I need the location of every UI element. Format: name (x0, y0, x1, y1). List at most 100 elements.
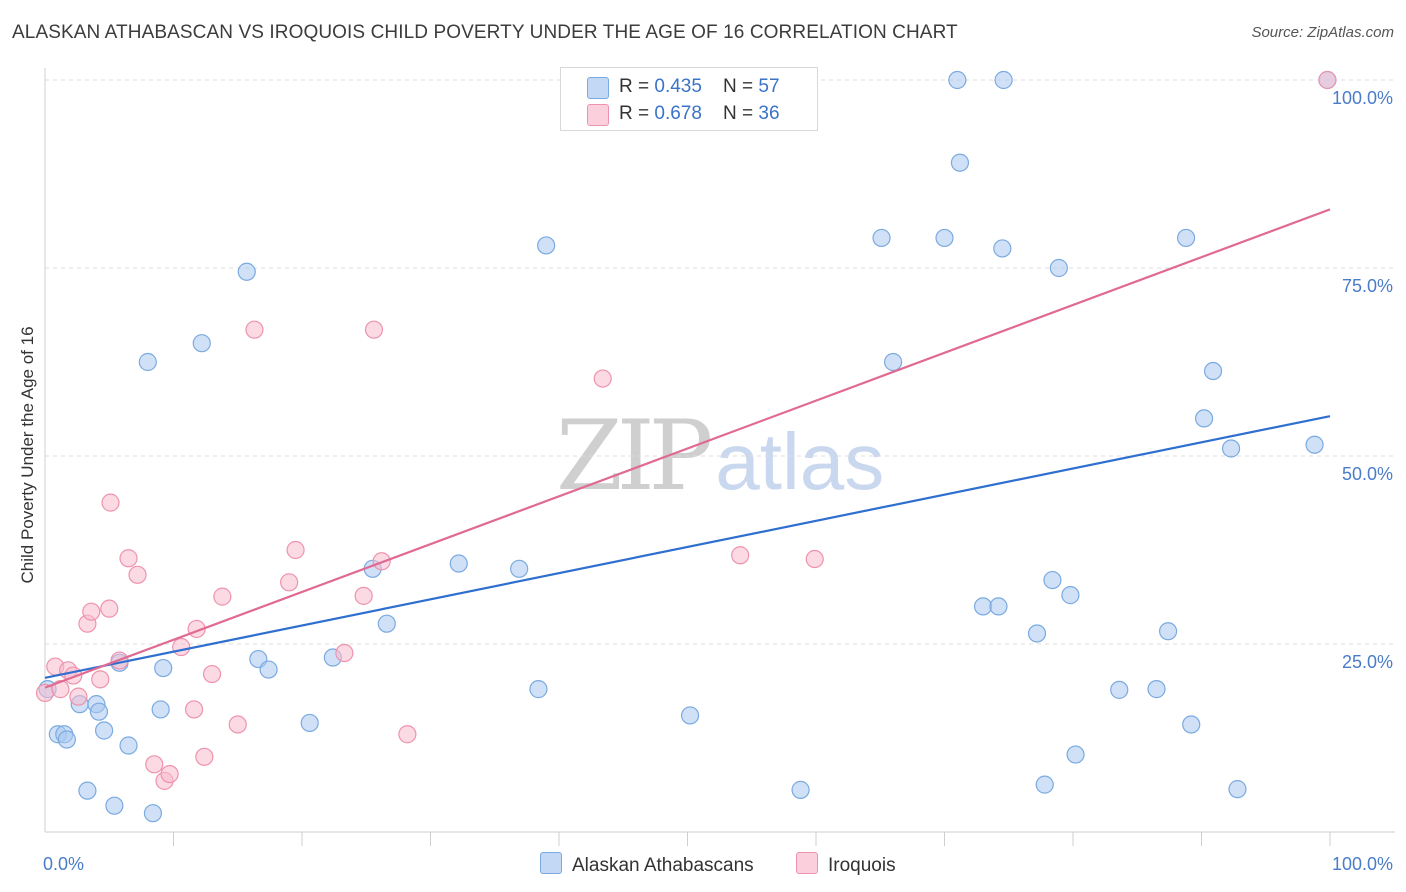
athabascan-point (872, 228, 891, 248)
athabascan-point (1027, 624, 1047, 643)
athabascan-point (78, 781, 97, 800)
athabascan-point (192, 334, 211, 353)
legend-bottom-swatch-athabascan (540, 852, 562, 874)
legend-r-label: R = (619, 103, 655, 124)
x-tick-label: 100.0% (1332, 854, 1393, 874)
athabascan-point (680, 706, 700, 725)
athabascan-point (1049, 258, 1068, 278)
legend-n-label: N = (723, 103, 759, 124)
athabascan-point (948, 70, 967, 90)
athabascan-point (143, 804, 163, 823)
athabascan-point (1194, 409, 1214, 428)
athabascan-point (300, 713, 319, 733)
legend-r-label: R = (619, 76, 655, 97)
iroquois-point (101, 493, 120, 512)
athabascan-point (138, 352, 157, 372)
legend-n-label: N = (723, 76, 759, 97)
chart-title: ALASKAN ATHABASCAN VS IROQUOIS CHILD POV… (12, 22, 958, 43)
athabascan-point (1110, 680, 1129, 699)
athabascan-point (950, 153, 970, 172)
x-tick-label: 0.0% (43, 854, 84, 874)
athabascan-point (1176, 228, 1196, 248)
athabascan-point (993, 239, 1012, 258)
y-tick-label: 100.0% (1332, 88, 1393, 108)
iroquois-point (245, 320, 264, 339)
athabascan-point (1035, 775, 1054, 794)
iroquois-point (228, 715, 247, 734)
legend-n-value: 57 (758, 76, 780, 97)
athabascan-point (377, 614, 396, 633)
iroquois-point (184, 700, 204, 719)
athabascan-point (1147, 680, 1166, 699)
athabascan-point (1061, 586, 1080, 605)
iroquois-point (51, 680, 70, 699)
athabascan-point (994, 70, 1013, 90)
iroquois-point (195, 747, 214, 766)
iroquois-point (172, 637, 191, 657)
iroquois-point (364, 320, 384, 339)
iroquois-point (593, 369, 612, 388)
athabascan-point (95, 721, 114, 740)
athabascan-point (1305, 435, 1324, 454)
iroquois-point (213, 587, 232, 606)
iroquois-point (100, 599, 119, 618)
legend-n-value: 36 (758, 103, 780, 124)
athabascan-point (791, 780, 810, 799)
athabascan-point (1203, 361, 1223, 381)
legend-r-value: 0.435 (654, 76, 702, 97)
athabascan-point (57, 730, 76, 749)
iroquois-point (69, 687, 88, 706)
athabascan-point (259, 660, 278, 679)
legend-bottom-label-athabascan: Alaskan Athabascans (572, 855, 754, 876)
legend-stats: R = 0.435 N = 57 R = 0.678 N = 36 (560, 67, 818, 131)
athabascan-point (1182, 715, 1201, 734)
athabascan-point (529, 680, 548, 699)
legend-r-value: 0.678 (654, 103, 702, 124)
athabascan-point (935, 228, 954, 248)
iroquois-trend-line (44, 208, 1331, 689)
athabascan-point (510, 559, 529, 578)
legend-bottom-label-iroquois: Iroquois (828, 855, 896, 876)
chart-source: Source: ZipAtlas.com (1251, 24, 1394, 41)
iroquois-point (280, 573, 299, 592)
athabascan-point (151, 700, 170, 719)
iroquois-point (398, 725, 417, 744)
athabascan-point (973, 597, 993, 616)
iroquois-point (354, 586, 373, 605)
athabascan-point (883, 352, 903, 372)
y-tick-label: 75.0% (1342, 276, 1393, 296)
athabascan-point (89, 702, 109, 721)
athabascan-trend-line (44, 415, 1331, 679)
iroquois-point (145, 755, 164, 774)
athabascan-point (537, 236, 556, 255)
legend-item-athabascan: Alaskan Athabascans (540, 852, 754, 877)
legend-bottom-swatch-iroquois (796, 852, 818, 874)
iroquois-point (335, 643, 354, 663)
iroquois-point (805, 549, 824, 569)
watermark-atlas: atlas (715, 417, 885, 506)
athabascan-point (154, 658, 173, 678)
athabascan-point (105, 796, 124, 815)
athabascan-point (1228, 780, 1247, 799)
iroquois-point (82, 602, 101, 621)
athabascan-point (989, 597, 1008, 616)
iroquois-point (1318, 70, 1337, 90)
iroquois-point (202, 664, 222, 684)
athabascan-point (449, 554, 468, 573)
iroquois-point (91, 670, 110, 689)
y-tick-label: 50.0% (1342, 464, 1393, 484)
legend-swatch-iroquois (587, 104, 609, 126)
athabascan-point (237, 262, 256, 281)
iroquois-point (731, 546, 750, 565)
iroquois-point (119, 549, 138, 568)
iroquois-point (128, 565, 147, 584)
iroquois-point (286, 540, 305, 560)
y-tick-label: 25.0% (1342, 652, 1393, 672)
athabascan-point (1043, 570, 1062, 590)
legend-item-iroquois: Iroquois (796, 852, 896, 877)
athabascan-point (119, 736, 138, 755)
athabascan-point (1221, 439, 1241, 458)
iroquois-point (160, 764, 179, 784)
athabascan-point (1066, 745, 1085, 764)
